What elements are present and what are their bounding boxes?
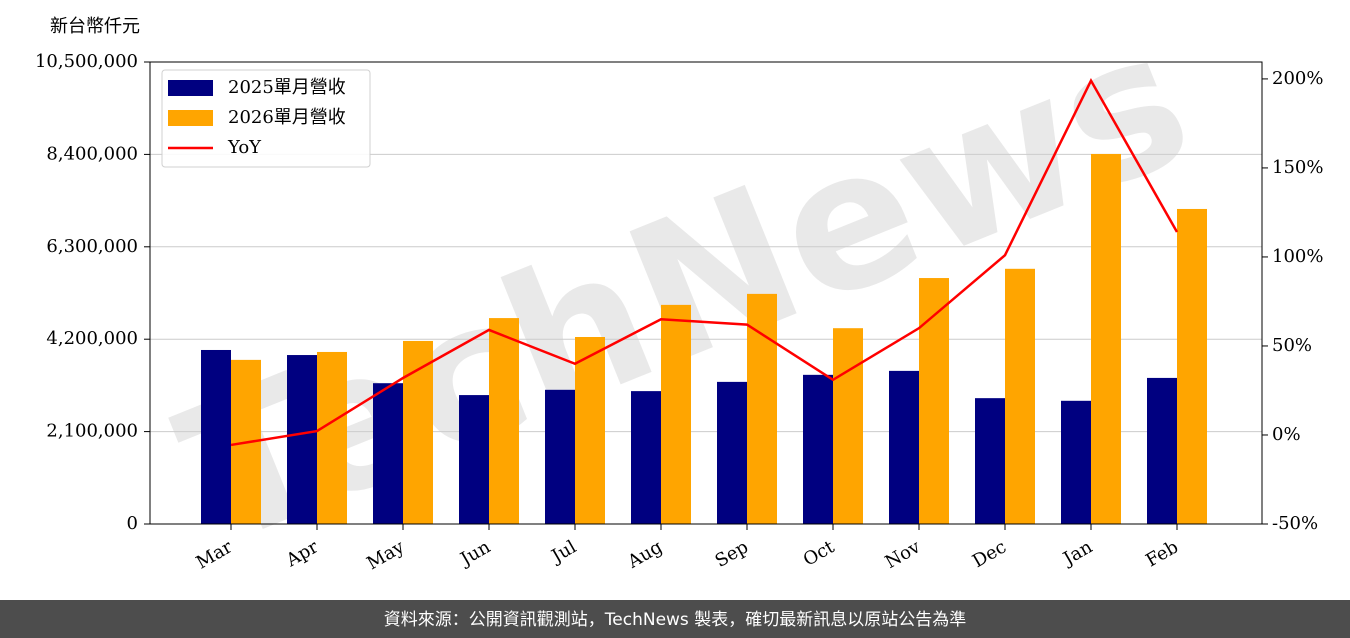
y-axis-label: 新台幣仟元 [50, 16, 140, 37]
bar [747, 293, 777, 524]
bar [403, 340, 433, 524]
bar [833, 328, 863, 524]
bar [975, 398, 1005, 524]
x-tick-label: Dec [969, 536, 1010, 572]
legend: 2025單月營收 2026單月營收 YoY [161, 69, 371, 168]
y2-tick-label: 100% [1272, 246, 1323, 267]
bar [631, 391, 661, 524]
x-tick-label: Feb [1142, 536, 1182, 571]
legend-box [161, 69, 371, 168]
x-tick-label: Aug [623, 536, 666, 573]
bar [373, 383, 403, 524]
bar [1061, 400, 1091, 524]
legend-label: 2025單月營收 [228, 77, 346, 98]
x-tick-label: Sep [712, 536, 752, 571]
bar [201, 349, 231, 524]
y-tick-label: 10,500,000 [35, 51, 138, 72]
x-tick-label: Jun [455, 536, 494, 571]
bar [1147, 377, 1177, 524]
legend-label: 2026單月營收 [228, 107, 346, 128]
bar [661, 304, 691, 524]
footer: 資料來源：公開資訊觀測站，TechNews 製表，確切最新訊息以原站公告為準 [384, 610, 966, 630]
x-tick-label: May [363, 536, 408, 574]
legend-swatch [168, 110, 213, 126]
x-tick-label: Oct [800, 536, 839, 571]
bar [459, 395, 489, 524]
bar [287, 355, 317, 524]
y2-tick-label: 50% [1272, 335, 1312, 356]
bar [489, 318, 519, 524]
bar [575, 337, 605, 524]
bar [545, 389, 575, 524]
line [230, 78, 1179, 447]
legend-swatch [168, 80, 213, 96]
bar [803, 374, 833, 524]
y-tick-label: 2,100,000 [46, 421, 138, 442]
y2-tick-label: 0% [1272, 424, 1301, 445]
y2-tick-label: -50% [1272, 513, 1318, 534]
x-tick-label: Jan [1058, 536, 1096, 570]
legend-label: YoY [227, 137, 262, 158]
bar [889, 370, 919, 524]
y-tick-label: 4,200,000 [46, 328, 138, 349]
x-tick-label: Nov [882, 536, 925, 573]
plot-frame [149, 61, 1263, 525]
y-tick-label: 6,300,000 [46, 236, 138, 257]
bar [1091, 153, 1121, 524]
footer-bar [0, 600, 1350, 638]
y2-tick-label: 200% [1272, 68, 1323, 89]
bar [317, 351, 347, 524]
bar [1005, 268, 1035, 524]
x-tick-label: Jul [546, 536, 580, 568]
y2-tick-label: 150% [1272, 157, 1323, 178]
y-tick-label: 8,400,000 [46, 143, 138, 164]
bar [919, 278, 949, 524]
bar [717, 381, 747, 524]
y-tick-label: 0 [127, 513, 138, 534]
bar [1177, 208, 1207, 524]
